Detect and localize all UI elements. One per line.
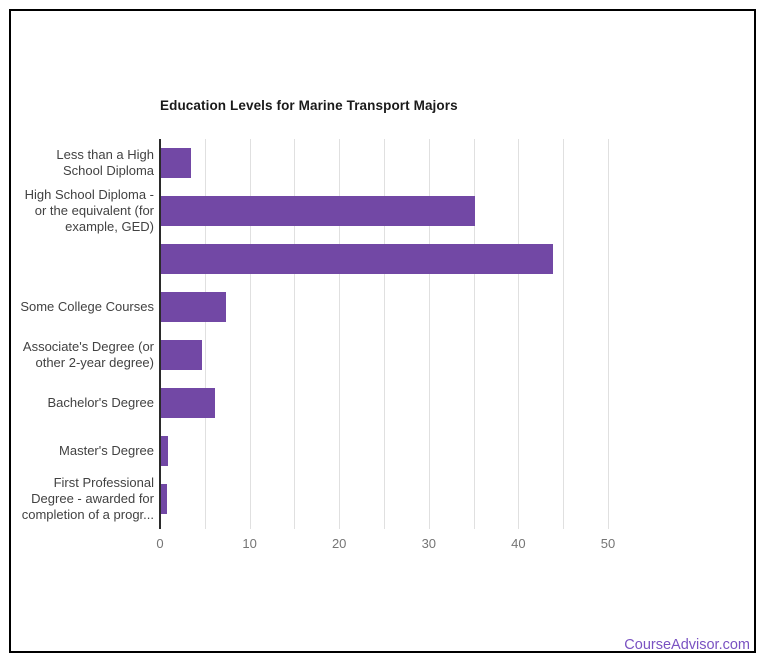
x-tick-label: 50 (600, 536, 616, 551)
y-category-label: Master's Degree (59, 443, 154, 458)
chart-title: Education Levels for Marine Transport Ma… (160, 98, 458, 113)
gridline (428, 139, 430, 529)
y-category-label: High School Diploma - or the equivalent (… (24, 187, 154, 234)
gridline (473, 139, 475, 529)
bar (161, 388, 215, 418)
courseadvisor-brand-link[interactable]: CourseAdvisor.com (624, 637, 750, 653)
x-tick-label: 30 (421, 536, 437, 551)
gridline (518, 139, 520, 529)
bar (161, 436, 169, 466)
gridline (339, 139, 341, 529)
gridline (608, 139, 609, 529)
x-tick-label: 0 (156, 536, 164, 551)
gridline (563, 139, 565, 529)
y-category-label: Less than a High School Diploma (56, 147, 154, 178)
y-axis-line (159, 139, 161, 529)
bar (161, 244, 554, 274)
bar (161, 484, 168, 514)
bar (161, 196, 475, 226)
y-category-label: Associate's Degree (or other 2-year degre… (22, 339, 154, 370)
plot-area (159, 139, 657, 529)
x-tick-label: 40 (511, 536, 526, 551)
chart-frame-border (9, 9, 756, 653)
gridline (384, 139, 385, 529)
gridline (204, 139, 206, 529)
x-tick-label: 20 (331, 536, 347, 551)
gridline (294, 139, 296, 529)
gridline (249, 139, 251, 529)
bar (161, 292, 226, 322)
bar (161, 340, 203, 370)
y-category-label: Bachelor's Degree (47, 395, 154, 410)
x-tick-label: 10 (242, 536, 257, 551)
y-category-label: First Professional Degree - awarded for co… (21, 475, 154, 522)
y-category-label: Some College Courses (20, 299, 154, 314)
bar (161, 148, 192, 178)
